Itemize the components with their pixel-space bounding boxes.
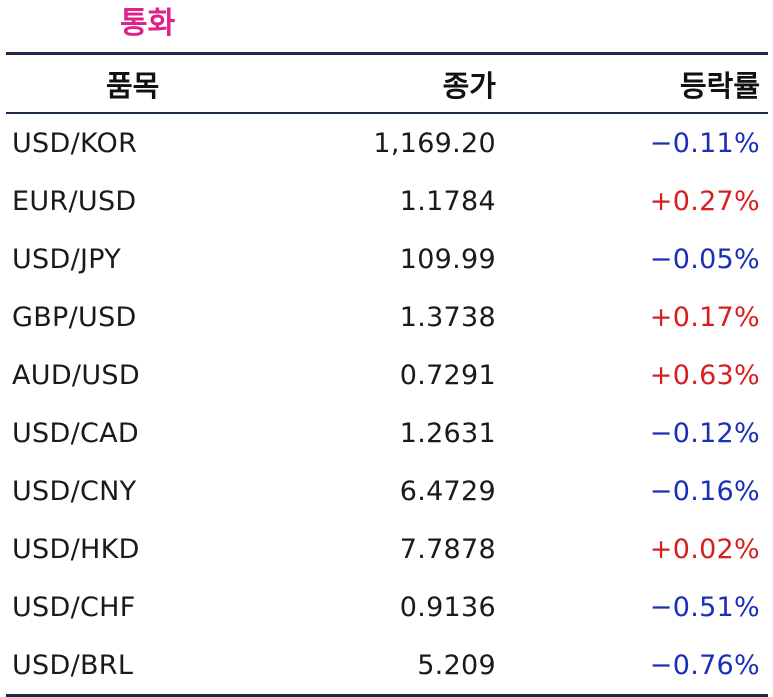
change-rate: −0.11% xyxy=(649,127,760,159)
item-name: USD/CHF xyxy=(12,591,136,623)
close-value: 1.3738 xyxy=(399,301,496,333)
change-rate: +0.27% xyxy=(649,185,760,217)
item-name: EUR/USD xyxy=(12,185,137,217)
close-value: 1.2631 xyxy=(399,417,496,449)
table-row: USD/BRL 5.209 −0.76% xyxy=(6,636,768,694)
change-rate: −0.05% xyxy=(649,243,760,275)
item-name: USD/KOR xyxy=(12,127,138,159)
table-row: USD/HKD 7.7878 +0.02% xyxy=(6,520,768,578)
currency-table: 품목 종가 등락률 USD/KOR 1,169.20 −0.11% EUR/US… xyxy=(6,52,768,697)
change-rate: −0.12% xyxy=(649,417,760,449)
section-title: 통화 xyxy=(120,6,176,41)
table-row: USD/CNY 6.4729 −0.16% xyxy=(6,462,768,520)
table-row: GBP/USD 1.3738 +0.17% xyxy=(6,288,768,346)
change-rate: −0.76% xyxy=(649,649,760,681)
change-rate: +0.17% xyxy=(649,301,760,333)
header-item: 품목 xyxy=(106,68,160,103)
table-row: USD/CHF 0.9136 −0.51% xyxy=(6,578,768,636)
header-close: 종가 xyxy=(442,68,496,103)
item-name: USD/JPY xyxy=(12,243,122,275)
table-row: EUR/USD 1.1784 +0.27% xyxy=(6,172,768,230)
close-value: 0.9136 xyxy=(399,591,496,623)
table-header-row: 품목 종가 등락률 xyxy=(6,55,768,114)
table-row: USD/KOR 1,169.20 −0.11% xyxy=(6,114,768,172)
change-rate: −0.16% xyxy=(649,475,760,507)
item-name: USD/HKD xyxy=(12,533,140,565)
close-value: 5.209 xyxy=(417,649,496,681)
close-value: 7.7878 xyxy=(399,533,496,565)
change-rate: +0.63% xyxy=(649,359,760,391)
item-name: AUD/USD xyxy=(12,359,140,391)
close-value: 6.4729 xyxy=(399,475,496,507)
table-row: USD/JPY 109.99 −0.05% xyxy=(6,230,768,288)
close-value: 0.7291 xyxy=(399,359,496,391)
close-value: 1,169.20 xyxy=(373,127,496,159)
change-rate: +0.02% xyxy=(649,533,760,565)
close-value: 109.99 xyxy=(399,243,496,275)
item-name: USD/CNY xyxy=(12,475,137,507)
table-row: USD/CAD 1.2631 −0.12% xyxy=(6,404,768,462)
change-rate: −0.51% xyxy=(649,591,760,623)
item-name: USD/BRL xyxy=(12,649,134,681)
item-name: USD/CAD xyxy=(12,417,140,449)
table-row: AUD/USD 0.7291 +0.63% xyxy=(6,346,768,404)
header-change: 등락률 xyxy=(679,68,760,103)
close-value: 1.1784 xyxy=(399,185,496,217)
item-name: GBP/USD xyxy=(12,301,137,333)
